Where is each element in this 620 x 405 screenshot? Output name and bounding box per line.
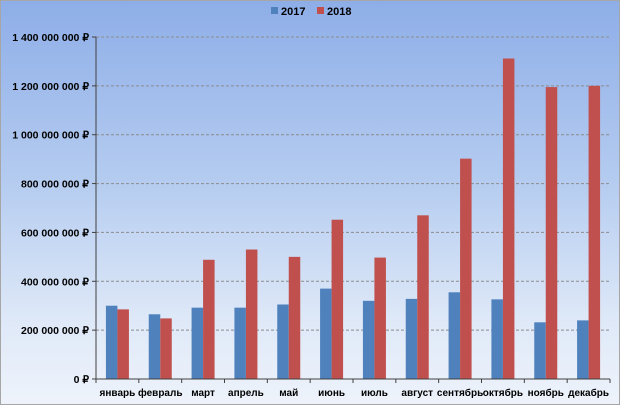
bar-2018-сентябрь xyxy=(460,158,472,379)
bar-2017-август xyxy=(405,298,418,379)
bar-2017-февраль xyxy=(148,314,161,379)
x-tick-label: август xyxy=(401,388,433,399)
bar-2017-май xyxy=(277,304,289,379)
bar-2017-сентябрь xyxy=(448,292,461,379)
x-tick-label: март xyxy=(191,388,215,399)
x-tick-label: октябрь xyxy=(483,387,523,399)
x-tick-label: февраль xyxy=(138,387,183,399)
bar-2018-март xyxy=(203,259,215,379)
x-tick-label: ноябрь xyxy=(528,387,564,399)
bar-2017-ноябрь xyxy=(534,322,546,379)
y-tick-label: 600 000 000 ₽ xyxy=(21,227,89,239)
y-tick-label: 800 000 000 ₽ xyxy=(21,179,89,191)
y-tick-labels: 0 ₽ 200 000 000 ₽ 400 000 000 ₽ 600 000 000… xyxy=(12,32,89,386)
legend-label-2017: 2017 xyxy=(281,6,305,18)
bar-2017-март xyxy=(191,307,204,379)
gridlines xyxy=(96,36,610,331)
bar-2018-август xyxy=(417,215,429,379)
y-tick-label: 1 200 000 000 ₽ xyxy=(12,81,89,93)
bar-2017-июль xyxy=(362,300,375,379)
y-tick-label: 1 400 000 000 ₽ xyxy=(12,32,89,44)
bars xyxy=(105,58,601,380)
y-tick-label: 0 ₽ xyxy=(74,374,90,386)
bar-2018-май xyxy=(288,256,301,379)
bar-2018-декабрь xyxy=(588,85,601,379)
y-tick-label: 400 000 000 ₽ xyxy=(21,276,89,288)
bar-2017-октябрь xyxy=(491,299,503,379)
y-tick-label: 200 000 000 ₽ xyxy=(21,325,89,337)
x-tick-label: апрель xyxy=(228,388,264,399)
legend-swatch-2017 xyxy=(271,7,278,14)
bar-2018-июнь xyxy=(331,219,344,379)
legend: 2017 2018 xyxy=(271,6,351,18)
x-tick-label: сентябрь xyxy=(437,387,483,399)
legend-label-2018: 2018 xyxy=(327,6,351,18)
bar-2017-апрель xyxy=(234,307,246,379)
bar-2018-апрель xyxy=(245,249,258,379)
x-tick-label: июль xyxy=(361,388,388,399)
bar-2018-ноябрь xyxy=(545,87,558,379)
bar-2018-февраль xyxy=(160,318,172,379)
legend-swatch-2018 xyxy=(317,7,324,14)
bar-2017-декабрь xyxy=(577,320,589,379)
bar-2018-июль xyxy=(374,257,386,379)
y-tick-label: 1 000 000 000 ₽ xyxy=(12,130,89,142)
x-tick-label: май xyxy=(279,388,298,399)
bar-2017-январь xyxy=(105,305,118,379)
bar-2017-июнь xyxy=(320,288,332,379)
x-tick-labels: январь февраль март апрель май июнь июль август… xyxy=(100,387,609,399)
x-tick-label: июнь xyxy=(318,388,345,399)
bar-2018-октябрь xyxy=(502,58,515,380)
x-tick-label: январь xyxy=(100,388,136,399)
bar-2018-январь xyxy=(117,309,129,379)
axes xyxy=(92,36,611,383)
x-tick-label: декабрь xyxy=(568,387,609,399)
